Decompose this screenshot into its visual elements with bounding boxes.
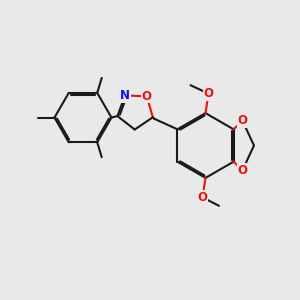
Text: O: O (142, 90, 152, 103)
Text: O: O (197, 191, 208, 204)
Text: O: O (238, 164, 248, 177)
Text: O: O (203, 87, 214, 100)
Text: O: O (238, 114, 248, 128)
Text: N: N (120, 89, 130, 102)
